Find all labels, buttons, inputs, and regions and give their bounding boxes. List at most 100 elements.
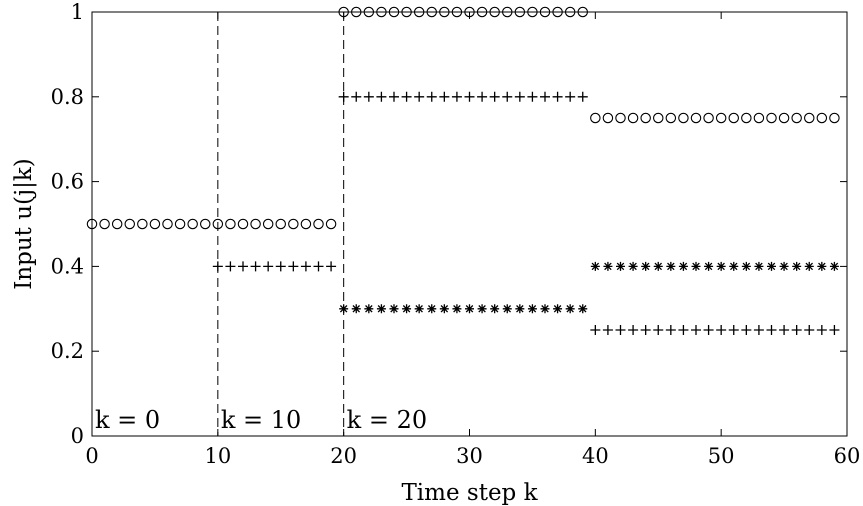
annotation-label: k = 20 <box>347 406 427 434</box>
circle-marker <box>741 112 752 124</box>
y-tick-label: 0.2 <box>51 339 84 363</box>
circle-marker <box>275 218 286 230</box>
y-tick-label: 0 <box>71 424 84 448</box>
circle-marker <box>678 112 689 124</box>
y-tick-label: 0.4 <box>51 254 84 278</box>
plus-marker <box>779 325 790 335</box>
plus-marker <box>766 325 777 335</box>
star-marker <box>502 304 512 314</box>
plus-marker <box>540 91 550 102</box>
plus-marker <box>238 261 248 272</box>
plus-marker <box>275 261 286 272</box>
y-axis-label: Input u(j|k) <box>11 158 37 290</box>
plus-marker <box>602 325 613 335</box>
circle-marker <box>829 112 840 124</box>
plus-marker <box>703 325 714 335</box>
circle-marker <box>288 218 299 230</box>
star-marker <box>678 261 688 271</box>
circle-marker <box>791 112 802 124</box>
circle-marker <box>200 218 211 230</box>
star-marker <box>439 304 449 314</box>
plus-marker <box>263 261 274 272</box>
plus-marker <box>464 91 475 102</box>
circle-marker <box>690 112 702 124</box>
plus-marker <box>351 91 362 102</box>
plus-marker <box>489 91 500 102</box>
x-tick-label: 30 <box>456 444 483 468</box>
plus-marker <box>514 91 525 102</box>
plus-marker <box>527 91 538 102</box>
circle-marker <box>602 112 614 124</box>
plus-marker <box>439 91 450 102</box>
circle-marker <box>187 218 198 230</box>
star-marker <box>389 304 399 314</box>
plus-marker <box>300 261 311 272</box>
star-marker <box>578 304 588 314</box>
star-marker <box>402 304 412 314</box>
plus-marker <box>426 91 437 102</box>
circle-marker <box>149 218 161 230</box>
circle-marker <box>753 112 765 124</box>
star-marker <box>376 304 386 314</box>
x-tick-label: 60 <box>834 444 861 468</box>
star-marker <box>515 304 525 314</box>
plus-marker <box>577 91 588 102</box>
star-marker <box>653 261 663 271</box>
star-marker <box>427 304 437 314</box>
plus-marker <box>565 91 576 102</box>
star-marker <box>729 261 739 271</box>
circle-marker <box>237 218 249 230</box>
plus-marker <box>728 325 739 335</box>
data-marks <box>86 6 840 335</box>
plus-marker <box>678 325 689 335</box>
plus-marker <box>363 91 374 102</box>
plus-marker <box>741 325 752 335</box>
plus-marker <box>753 325 764 335</box>
plus-marker <box>716 325 727 335</box>
circle-marker <box>174 218 186 230</box>
star-marker <box>616 261 625 271</box>
plus-marker <box>225 261 236 272</box>
circle-marker <box>124 218 136 230</box>
circle-marker <box>137 218 148 230</box>
plus-marker <box>313 261 324 272</box>
plus-marker <box>389 91 399 102</box>
circle-marker <box>111 218 123 230</box>
circle-marker <box>225 218 236 230</box>
circle-marker <box>816 112 828 124</box>
circle-marker <box>665 112 677 124</box>
circle-marker <box>778 112 790 124</box>
x-axis-label: Time step k <box>401 480 538 506</box>
star-marker <box>666 261 676 271</box>
plus-marker <box>640 325 651 335</box>
circle-marker <box>766 112 777 124</box>
circle-marker <box>590 112 601 124</box>
star-marker <box>754 261 764 271</box>
circle-marker <box>162 218 173 230</box>
y-tick-label: 0.8 <box>51 85 84 109</box>
x-tick-label: 10 <box>204 444 231 468</box>
star-marker <box>414 304 424 314</box>
annotation-label: k = 10 <box>221 406 301 434</box>
plus-marker <box>829 325 840 335</box>
circle-marker <box>325 218 337 230</box>
plus-marker <box>250 261 261 272</box>
star-marker <box>691 261 701 271</box>
star-marker <box>452 304 462 314</box>
star-marker <box>603 261 613 271</box>
star-marker <box>792 261 802 271</box>
circle-marker <box>640 112 651 124</box>
star-marker <box>590 261 600 271</box>
star-marker <box>704 261 714 271</box>
plus-marker <box>451 91 462 102</box>
star-marker <box>364 304 374 314</box>
plus-marker <box>552 91 563 102</box>
plus-marker <box>477 91 488 102</box>
circle-marker <box>627 112 639 124</box>
circle-marker <box>300 218 312 230</box>
star-marker <box>829 261 839 271</box>
star-marker <box>779 261 789 271</box>
plus-marker <box>590 325 601 335</box>
plot-frame <box>91 11 848 437</box>
